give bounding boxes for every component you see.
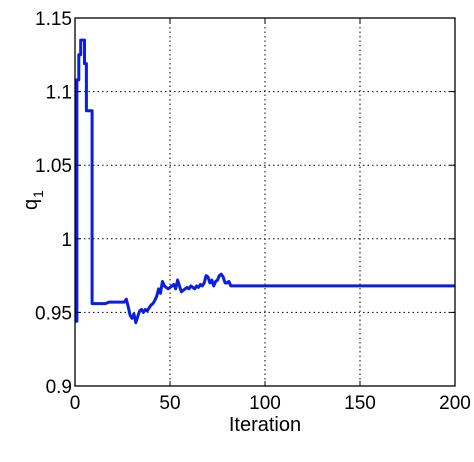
y-tick-label: 0.95 — [35, 303, 72, 324]
x-tick-label: 100 — [249, 393, 281, 414]
x-tick-label: 0 — [70, 393, 81, 414]
x-tick-label: 150 — [344, 393, 376, 414]
y-tick-label: 0.9 — [46, 377, 72, 398]
y-axis-label-subscript: 1 — [30, 190, 46, 198]
tick-layer: 0 50 100 150 200 0.9 0.95 1 1.05 1.1 1.15 — [35, 9, 471, 414]
series-line — [75, 38, 455, 325]
x-tick-label: 50 — [159, 393, 180, 414]
x-tick-label: 200 — [439, 393, 471, 414]
y-axis-label: q 1 — [20, 190, 46, 210]
y-tick-label: 1.15 — [35, 9, 72, 30]
y-tick-label: 1.1 — [46, 83, 72, 104]
grid-layer — [75, 18, 455, 386]
series-layer — [75, 38, 455, 325]
x-axis-label: Iteration — [229, 414, 301, 436]
y-tick-label: 1 — [61, 230, 72, 251]
y-tick-label: 1.05 — [35, 156, 72, 177]
y-axis-label-main: q — [20, 199, 42, 210]
